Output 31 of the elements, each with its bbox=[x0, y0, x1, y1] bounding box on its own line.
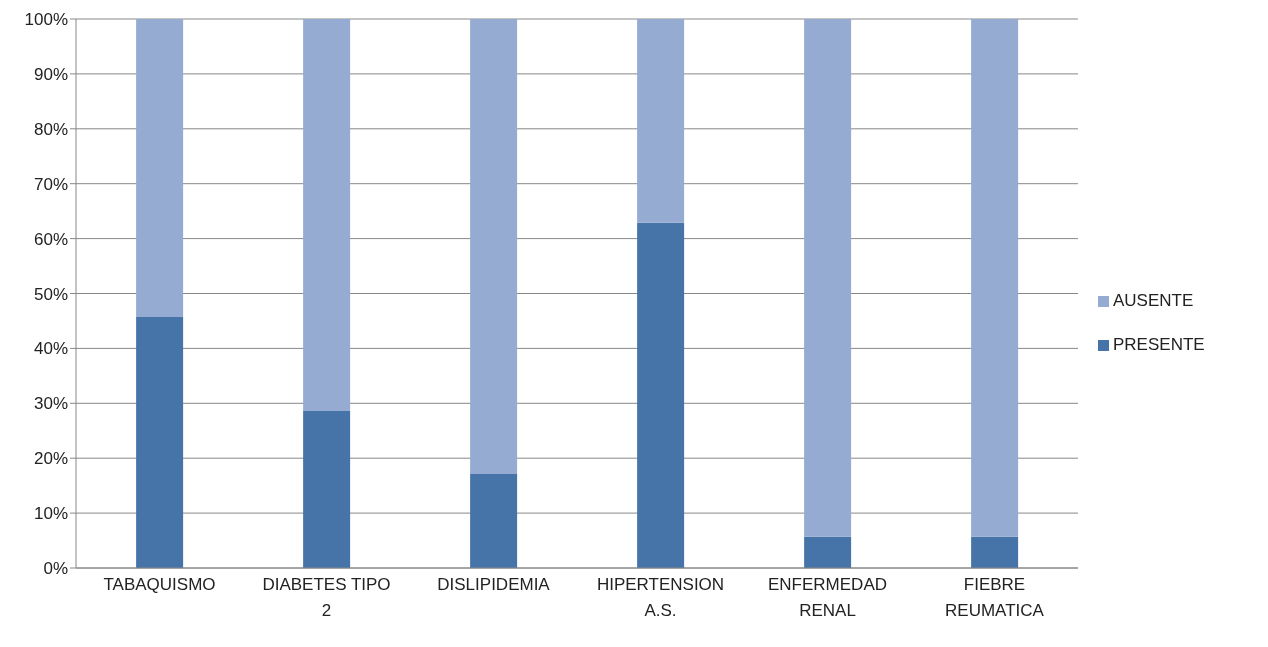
bar bbox=[136, 317, 184, 568]
y-tick-label: 10% bbox=[33, 504, 68, 524]
bar bbox=[637, 19, 685, 223]
y-tick-label: 60% bbox=[33, 229, 68, 249]
bar bbox=[470, 19, 518, 475]
legend-label: PRESENTE bbox=[1113, 335, 1205, 355]
bar bbox=[470, 474, 518, 568]
y-tick-label: 100% bbox=[24, 10, 68, 30]
y-tick-label: 50% bbox=[33, 284, 68, 304]
bar bbox=[971, 19, 1019, 537]
bar bbox=[971, 536, 1019, 568]
x-tick-label: DIABETES TIPO 2 bbox=[262, 575, 391, 620]
y-tick-label: 30% bbox=[33, 394, 68, 414]
bar bbox=[804, 19, 852, 537]
y-tick-label: 80% bbox=[33, 119, 68, 139]
y-tick-label: 20% bbox=[33, 449, 68, 469]
bar bbox=[303, 19, 351, 411]
y-tick-label: 0% bbox=[43, 559, 68, 579]
y-tick-label: 70% bbox=[33, 174, 68, 194]
x-tick-label: DISLIPIDEMIA bbox=[437, 575, 551, 594]
bar bbox=[136, 19, 184, 318]
x-tick-label: FIEBRE REUMATICA bbox=[945, 575, 1045, 620]
x-tick-label: HIPERTENSION A.S. bbox=[596, 575, 725, 620]
bar bbox=[637, 222, 685, 568]
bar bbox=[303, 410, 351, 568]
x-tick-label: ENFERMEDAD RENAL bbox=[767, 575, 888, 620]
bar bbox=[804, 536, 852, 568]
x-tick-label: TABAQUISMO bbox=[103, 575, 216, 594]
legend-label: AUSENTE bbox=[1113, 291, 1194, 311]
y-tick-label: 90% bbox=[33, 64, 68, 84]
y-tick-label: 40% bbox=[33, 339, 68, 359]
